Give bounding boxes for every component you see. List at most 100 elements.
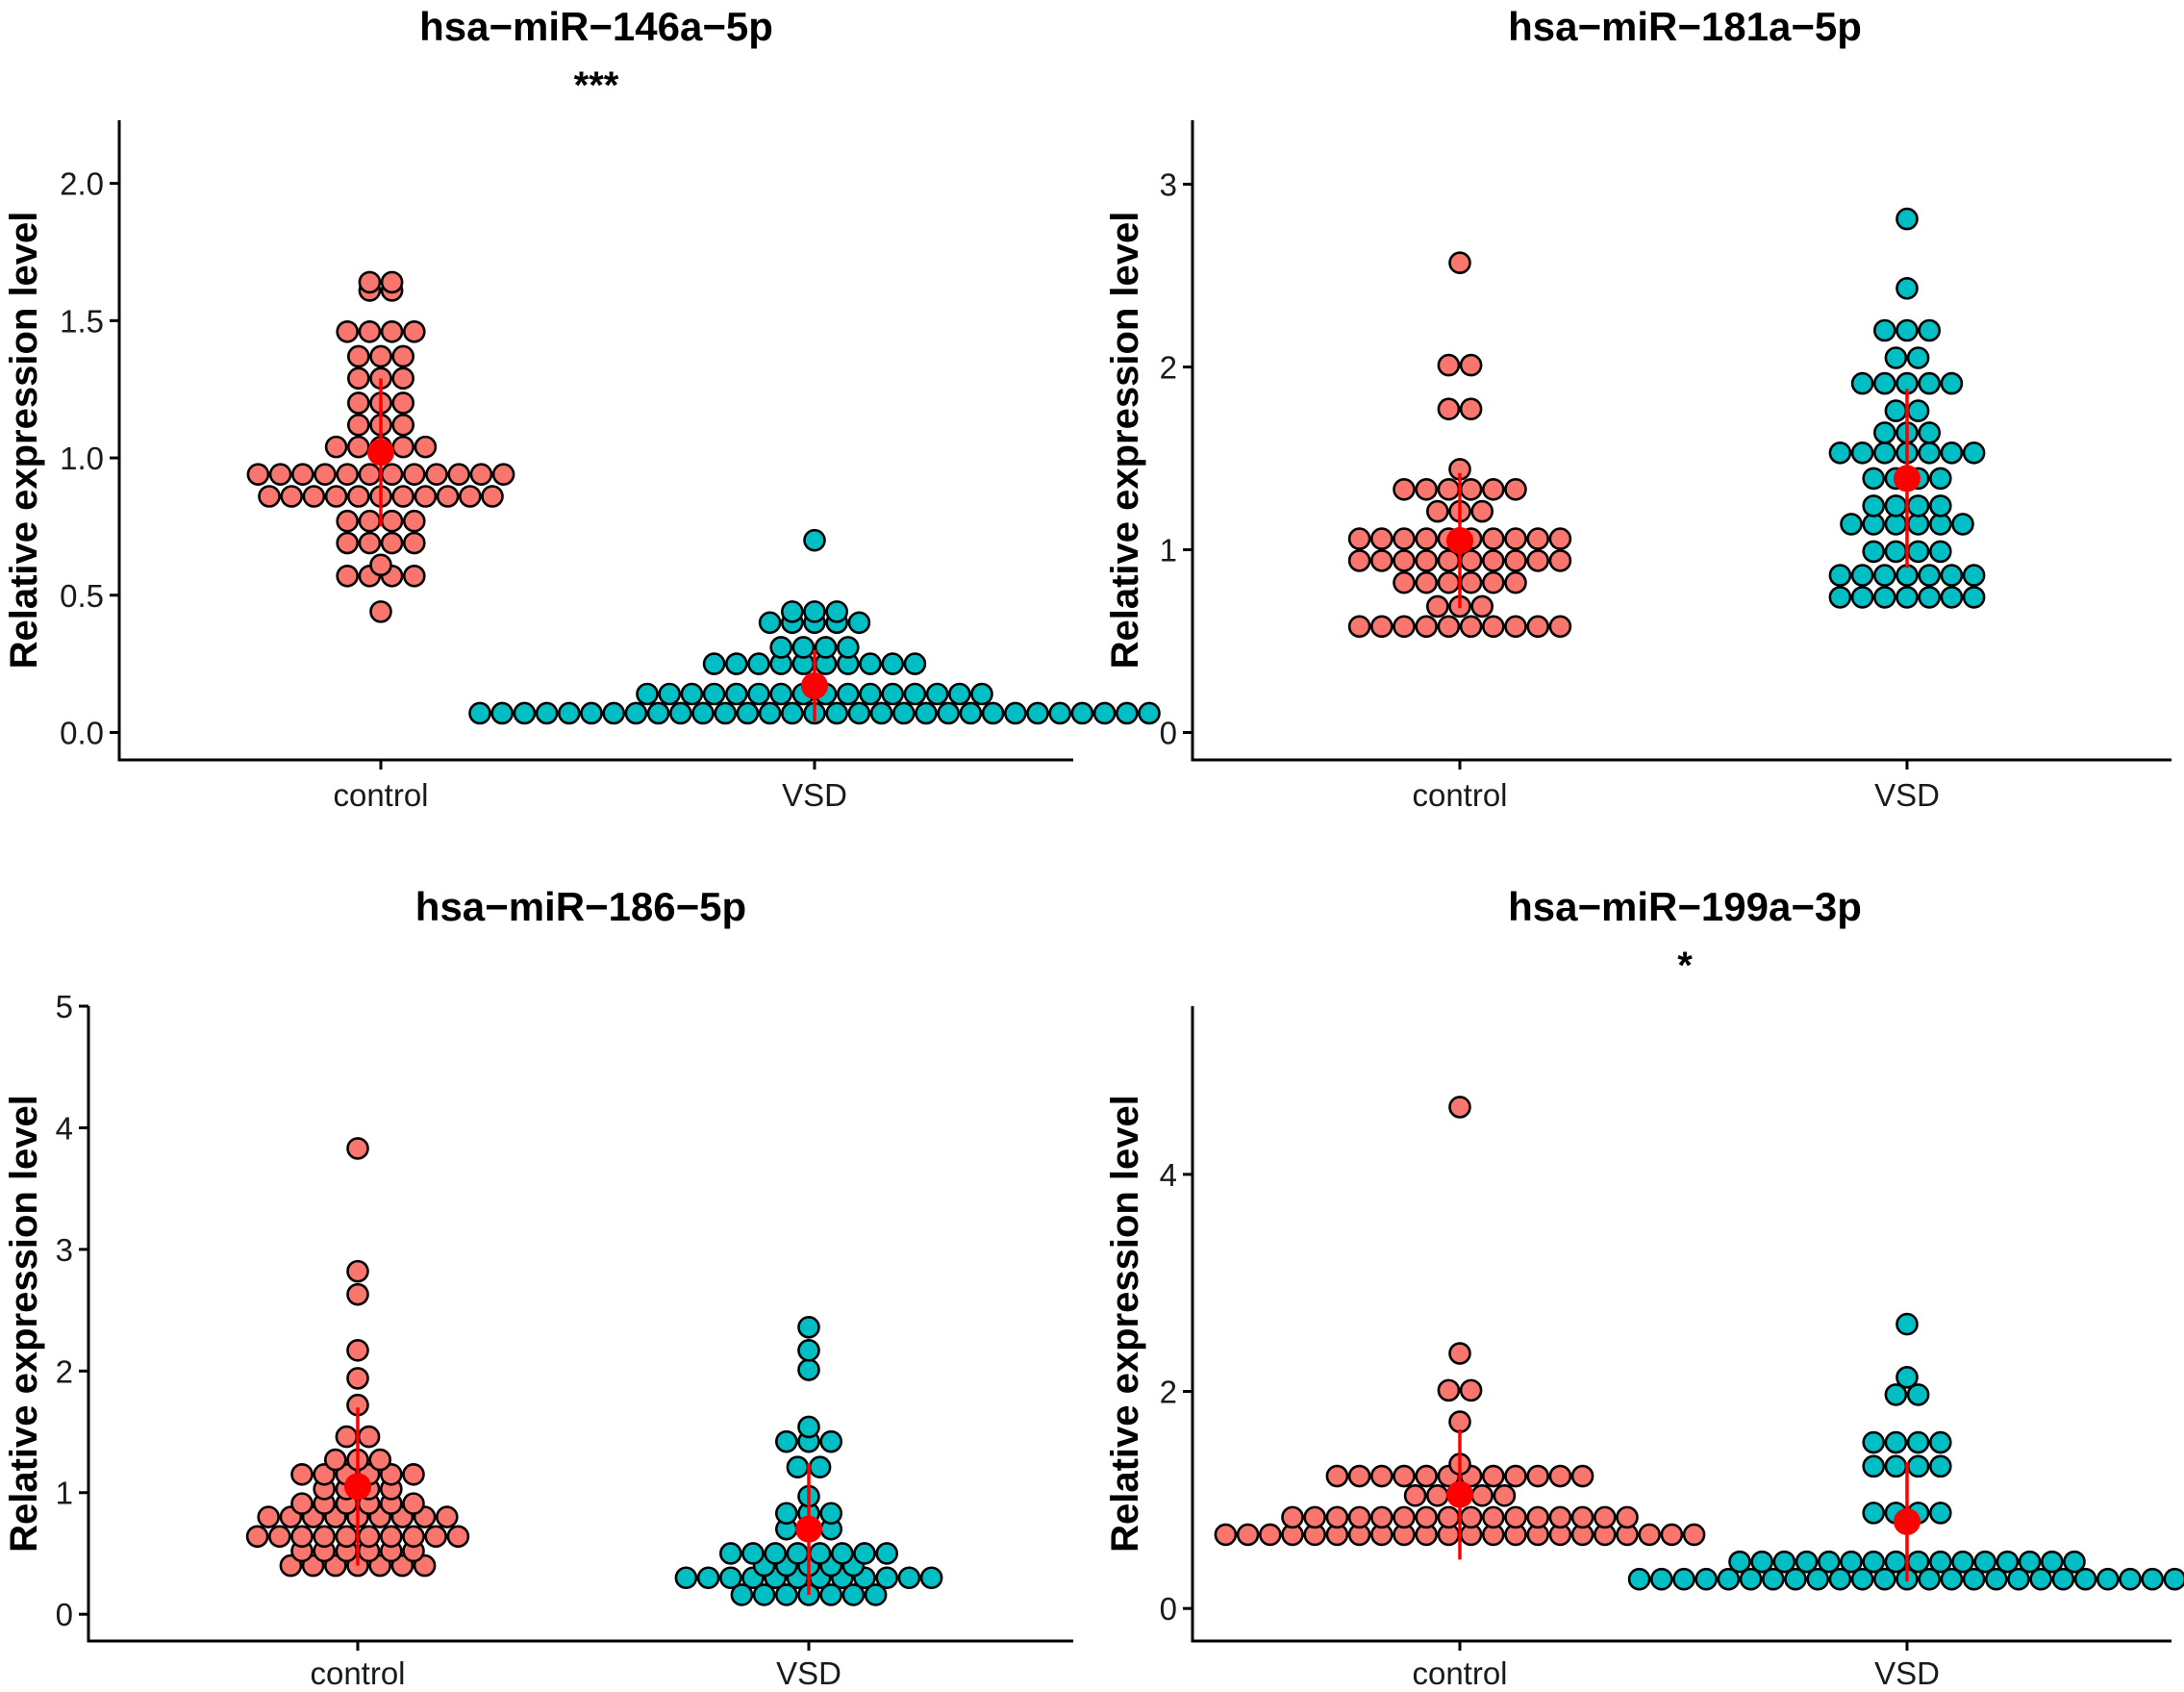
data-point xyxy=(1873,586,1896,609)
data-point xyxy=(391,435,415,459)
data-point xyxy=(819,1502,843,1526)
data-point xyxy=(696,1566,720,1590)
data-point xyxy=(346,1367,369,1390)
data-point xyxy=(1884,399,1908,422)
data-point xyxy=(1940,371,1964,395)
data-point xyxy=(1459,477,1483,501)
data-point xyxy=(580,701,603,725)
data-point xyxy=(2073,1567,2097,1591)
data-point xyxy=(336,531,360,555)
y-tick-label: 0 xyxy=(56,1597,73,1632)
data-point xyxy=(1906,494,1930,518)
data-point xyxy=(1828,586,1852,609)
data-point xyxy=(1459,397,1483,421)
data-point xyxy=(1403,1484,1427,1507)
series-control xyxy=(246,270,515,623)
data-point xyxy=(1504,1464,1527,1488)
x-tick-label: VSD xyxy=(776,1655,841,1691)
data-point xyxy=(313,1525,337,1549)
data-point xyxy=(1526,549,1549,572)
data-point xyxy=(358,319,382,343)
data-point xyxy=(1393,1505,1416,1529)
data-point xyxy=(919,1566,943,1590)
data-point xyxy=(702,652,726,675)
data-point xyxy=(1918,318,1941,342)
data-point xyxy=(290,1525,314,1549)
data-point xyxy=(1437,1378,1461,1402)
data-point xyxy=(1448,1096,1471,1119)
data-point xyxy=(1884,540,1908,564)
data-point xyxy=(336,509,360,533)
data-point xyxy=(780,701,804,725)
y-tick-label: 4 xyxy=(56,1110,73,1146)
data-point xyxy=(903,652,927,675)
data-point xyxy=(1493,1484,1517,1507)
data-point xyxy=(358,270,382,294)
panel-2: hsa−miR−181a−5p Relative expression level… xyxy=(1104,4,2171,813)
data-point xyxy=(925,682,949,706)
data-point xyxy=(636,682,659,706)
data-point xyxy=(1862,467,1885,491)
data-point xyxy=(1482,1505,1505,1529)
series-control xyxy=(1214,1096,1706,1547)
mean-point xyxy=(795,1515,822,1543)
data-point xyxy=(1884,1383,1908,1406)
mean-point xyxy=(1894,1507,1920,1535)
data-point xyxy=(402,1525,425,1549)
data-point xyxy=(1459,549,1483,572)
data-point xyxy=(380,531,404,555)
data-point xyxy=(1906,399,1930,422)
data-point xyxy=(1347,615,1371,639)
data-point xyxy=(1895,207,1919,231)
data-point xyxy=(1862,1502,1885,1525)
data-point xyxy=(1840,513,1863,536)
data-point xyxy=(1470,499,1494,523)
data-point xyxy=(414,485,438,508)
data-point xyxy=(1437,570,1461,594)
series-VSD xyxy=(468,528,1161,725)
data-point xyxy=(1459,1378,1483,1402)
data-point xyxy=(819,1583,843,1606)
data-point xyxy=(1850,441,1874,465)
data-point xyxy=(468,701,491,725)
data-point xyxy=(425,463,448,486)
chart-title: hsa−miR−186−5p xyxy=(415,884,746,929)
data-point xyxy=(1873,1567,1896,1591)
data-point xyxy=(680,682,704,706)
data-point xyxy=(1526,1505,1549,1529)
data-point xyxy=(915,701,938,725)
data-point xyxy=(1918,1567,1941,1591)
data-point xyxy=(358,509,382,533)
data-point xyxy=(490,701,515,725)
data-point xyxy=(2163,1567,2184,1591)
x-tick-label: VSD xyxy=(782,777,847,813)
data-point xyxy=(1393,549,1416,572)
data-point xyxy=(435,1505,459,1528)
data-point xyxy=(379,1525,403,1549)
data-point xyxy=(290,1492,314,1515)
data-point xyxy=(1951,1550,1974,1574)
data-point xyxy=(1437,549,1461,572)
data-point xyxy=(336,564,360,588)
series-VSD xyxy=(674,1315,943,1606)
data-point xyxy=(1873,318,1896,342)
data-point xyxy=(786,1542,810,1565)
data-point xyxy=(970,682,993,706)
data-point xyxy=(959,701,983,725)
y-tick-label: 1 xyxy=(1160,533,1177,568)
data-point xyxy=(1236,1523,1260,1547)
data-point xyxy=(758,611,782,635)
data-point xyxy=(814,636,838,659)
data-point xyxy=(658,682,682,706)
data-point xyxy=(803,600,826,623)
x-tick-label: control xyxy=(310,1655,405,1691)
data-point xyxy=(1906,540,1930,564)
data-point xyxy=(1393,615,1416,639)
data-point xyxy=(881,652,905,675)
data-point xyxy=(324,485,348,508)
y-tick-label: 2 xyxy=(1160,1375,1177,1410)
data-point xyxy=(1996,1550,2020,1574)
y-tick-label: 1 xyxy=(56,1476,73,1511)
data-point xyxy=(691,701,715,725)
data-point xyxy=(1850,1567,1874,1591)
